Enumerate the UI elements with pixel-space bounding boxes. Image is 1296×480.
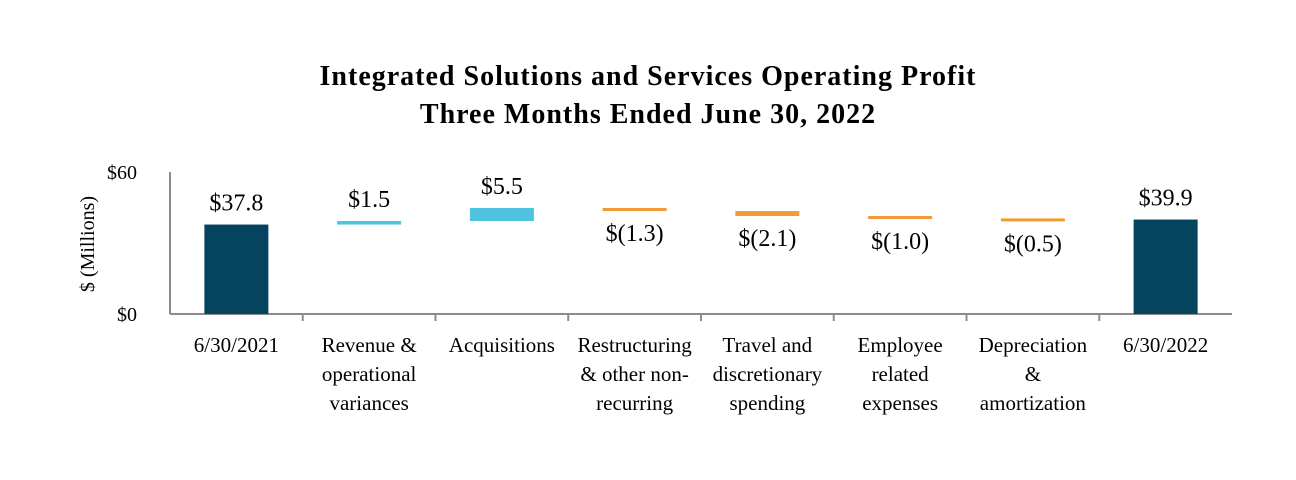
title-line: Integrated Solutions and Services Operat…	[319, 61, 977, 92]
category-label-line: variances	[329, 391, 408, 415]
bars	[204, 207, 1198, 314]
category-label-5: Travel and discretionary spending	[713, 333, 823, 415]
category-label-line: &	[1025, 362, 1041, 386]
category-label-line: Revenue &	[322, 333, 417, 357]
category-labels: 6/30/2021 Revenue & operational variances Ac…	[194, 333, 1208, 415]
bar-7	[1000, 218, 1065, 222]
data-label-6: $(1.0)	[871, 229, 929, 255]
data-label-7: $(0.5)	[1004, 231, 1062, 257]
y-axis-label: $ (Millions)	[77, 196, 99, 292]
axes: $60 $0 $ (Millions)	[77, 162, 1232, 326]
category-label-8: 6/30/2022	[1123, 333, 1208, 357]
category-label-line: amortization	[980, 391, 1087, 415]
category-label-line: related	[872, 362, 930, 386]
data-label-8: $39.9	[1139, 186, 1193, 212]
data-labels: $37.8 $1.5 $5.5 $(1.3) $(2.1) $(1.0) $(0.5) $39…	[209, 174, 1192, 257]
category-label-line: Depreciation	[979, 333, 1088, 357]
category-label-line: operational	[322, 362, 417, 386]
category-label-1: 6/30/2021	[194, 333, 279, 357]
category-label-line: Acquisitions	[449, 333, 555, 357]
category-label-line: 6/30/2021	[194, 333, 279, 357]
bar-2	[337, 220, 402, 225]
category-label-line: discretionary	[713, 362, 823, 386]
bar-4	[602, 207, 667, 212]
category-label-line: Restructuring	[577, 333, 692, 357]
bar-5	[735, 211, 800, 217]
category-label-line: 6/30/2022	[1123, 333, 1208, 357]
category-label-line: recurring	[596, 391, 673, 415]
category-label-2: Revenue & operational variances	[322, 333, 417, 415]
subtitle-line: Three Months Ended June 30, 2022	[419, 99, 877, 130]
category-label-line: & other non-	[580, 362, 688, 386]
category-label-7: Depreciation & amortization	[979, 333, 1088, 415]
category-label-6: Employee related expenses	[858, 333, 943, 415]
data-label-3: $5.5	[481, 174, 523, 200]
data-label-5: $(2.1)	[738, 226, 796, 252]
data-label-4: $(1.3)	[606, 221, 664, 247]
category-label-3: Acquisitions	[449, 333, 555, 357]
y-tick-label-top: $60	[107, 162, 137, 184]
data-label-2: $1.5	[348, 187, 390, 213]
bar-3	[469, 207, 534, 221]
data-label-1: $37.8	[209, 191, 263, 217]
y-tick-label-bottom: $0	[117, 304, 137, 326]
category-label-line: expenses	[862, 391, 938, 415]
category-label-line: Travel and	[723, 333, 813, 357]
bar-1	[204, 224, 269, 314]
category-label-4: Restructuring & other non-recurring	[577, 333, 692, 415]
chart-title: Integrated Solutions and Services Operat…	[0, 58, 1296, 134]
category-label-line: Employee	[858, 333, 943, 357]
bar-6	[868, 216, 933, 220]
bar-8	[1133, 219, 1198, 314]
category-label-line: spending	[729, 391, 805, 415]
